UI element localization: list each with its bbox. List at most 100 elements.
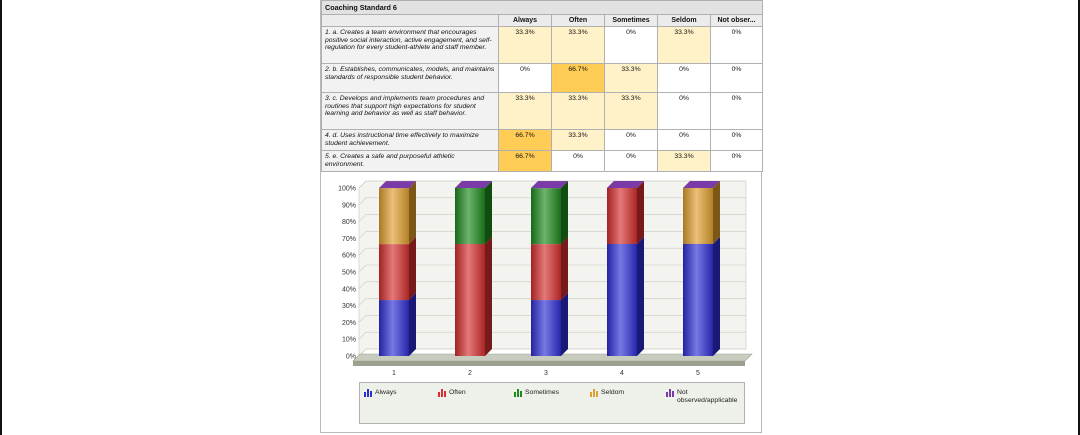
legend-item-often[interactable]: Often [438, 389, 466, 397]
bar-2-often-side [485, 236, 492, 356]
bar-chart-icon [590, 389, 598, 397]
table-cell: 66.7% [498, 150, 552, 172]
bar-2-often-front [455, 243, 485, 356]
x-tick-label: 4 [620, 370, 624, 377]
bar-4-often-side [637, 181, 644, 244]
table-cell: 33.3% [498, 92, 552, 130]
legend-item-always[interactable]: Always [364, 389, 397, 397]
legend-label: Always [375, 389, 397, 396]
column-header-sometimes[interactable]: Sometimes [604, 14, 658, 27]
bar-3-always-side [561, 293, 568, 356]
bar-5-cap [683, 181, 720, 188]
y-tick-label: 20% [342, 320, 356, 327]
table-cell: 0% [709, 92, 764, 130]
table-cell: 0% [604, 150, 658, 172]
table-cell: 33.3% [657, 26, 711, 64]
bar-3-sometimes-side [561, 181, 568, 245]
table-cell: 33.3% [551, 26, 605, 64]
row-label: 2. b. Establishes, communicates, models,… [321, 63, 499, 93]
table-cell: 0% [604, 129, 658, 151]
bar-chart-icon [666, 389, 674, 397]
bar-chart-icon [514, 389, 522, 397]
table-cell: 33.3% [551, 92, 605, 130]
legend-item-seldom[interactable]: Seldom [590, 389, 624, 397]
table-row: 5. e. Creates a safe and purposeful athl… [321, 150, 764, 172]
bar-4-always-side [637, 236, 644, 356]
bar-2-sometimes-side [485, 181, 492, 244]
row-label: 1. a. Creates a team environment that en… [321, 26, 499, 64]
column-header-often[interactable]: Often [551, 14, 605, 27]
table-cell: 33.3% [551, 129, 605, 151]
table-row: 4. d. Uses instructional time effectivel… [321, 129, 764, 151]
table-cell: 0% [551, 150, 605, 172]
bar-chart-icon [364, 389, 372, 397]
legend-label: Often [449, 389, 466, 396]
table-cell: 0% [709, 129, 764, 151]
column-header-seldom[interactable]: Seldom [657, 14, 711, 27]
y-tick-label: 80% [342, 219, 356, 226]
bar-3-cap [531, 181, 568, 189]
x-tick-label: 5 [696, 370, 700, 377]
column-header-row: Always Often Sometimes Seldom Not obser.… [321, 14, 764, 27]
legend-label: Sometimes [525, 389, 559, 396]
bar-1-seldom-side [409, 181, 416, 245]
chart-floor-edge [353, 361, 745, 366]
column-header-always[interactable]: Always [498, 14, 552, 27]
bar-4-cap [607, 181, 644, 188]
table-cell: 0% [657, 63, 711, 93]
legend-item-sometimes[interactable]: Sometimes [514, 389, 559, 397]
bar-3-often-front [531, 244, 561, 301]
legend-label: Not observed/applicable [677, 389, 738, 404]
table-cell: 33.3% [498, 26, 552, 64]
window-edge-left [0, 0, 2, 435]
table-row: 3. c. Develops and implements team proce… [321, 92, 764, 130]
table-cell: 0% [657, 92, 711, 130]
x-tick-label: 1 [392, 370, 396, 377]
bar-4-often-front [607, 188, 637, 244]
x-tick-label: 2 [468, 370, 472, 377]
bar-5-seldom-front [683, 188, 713, 244]
table-row: 2. b. Establishes, communicates, models,… [321, 63, 764, 93]
y-tick-label: 70% [342, 236, 356, 243]
table-cell: 33.3% [604, 63, 658, 93]
table-cell: 66.7% [498, 129, 552, 151]
bar-3-often-side [561, 237, 568, 301]
bar-5-seldom-side [713, 181, 720, 244]
bar-5-always-side [713, 236, 720, 356]
bar-1-often-front [379, 244, 409, 301]
bar-1-often-side [409, 237, 416, 301]
survey-title: Coaching Standard 6 [320, 0, 764, 15]
table-cell: 0% [604, 26, 658, 64]
column-header-not-observed[interactable]: Not obser... [709, 14, 764, 27]
row-label: 4. d. Uses instructional time effectivel… [321, 129, 499, 151]
y-tick-label: 90% [342, 202, 356, 209]
survey-table: Coaching Standard 6 Always Often Sometim… [320, 0, 764, 172]
table-cell: 66.7% [551, 63, 605, 93]
table-cell: 0% [709, 26, 764, 64]
table-cell: 0% [657, 129, 711, 151]
y-tick-label: 30% [342, 303, 356, 310]
bar-1-seldom-front [379, 188, 409, 245]
table-cell: 0% [709, 63, 764, 93]
legend-item-not-observed-applicable[interactable]: Not observed/applicable [666, 389, 738, 405]
bar-chart-icon [438, 389, 446, 397]
window-edge-right [1078, 0, 1080, 435]
y-tick-label: 40% [342, 286, 356, 293]
chart-legend: Always Often Sometimes Seldom Not observed/a… [359, 382, 745, 424]
y-tick-label: 10% [342, 337, 356, 344]
chart-canvas: 0% 10% 20% 30% 40% 50% 60% 70% 80% 90% 100% 1 2 3 4 5 [338, 180, 753, 377]
y-tick-label: 50% [342, 270, 356, 277]
table-cell: 0% [709, 150, 764, 172]
table-row: 1. a. Creates a team environment that en… [321, 26, 764, 64]
y-tick-label: 60% [342, 253, 356, 260]
row-label: 5. e. Creates a safe and purposeful athl… [321, 150, 499, 172]
bar-1-cap [379, 181, 416, 189]
row-label: 3. c. Develops and implements team proce… [321, 92, 499, 130]
bar-4-always-front [607, 243, 637, 356]
y-tick-label: 100% [338, 186, 356, 193]
y-tick-label: 0% [346, 354, 356, 361]
bar-2-cap [455, 181, 492, 188]
bar-1-always-front [379, 300, 409, 356]
x-tick-label: 3 [544, 370, 548, 377]
stacked-bar-chart: 0% 10% 20% 30% 40% 50% 60% 70% 80% 90% 100% 1 2 3 4 5 A… [321, 180, 762, 433]
